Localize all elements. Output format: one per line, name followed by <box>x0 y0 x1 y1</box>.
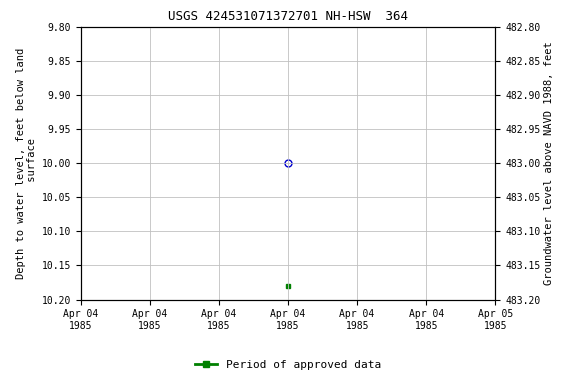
Y-axis label: Depth to water level, feet below land
 surface: Depth to water level, feet below land su… <box>16 48 37 279</box>
Title: USGS 424531071372701 NH-HSW  364: USGS 424531071372701 NH-HSW 364 <box>168 10 408 23</box>
Y-axis label: Groundwater level above NAVD 1988, feet: Groundwater level above NAVD 1988, feet <box>544 41 555 285</box>
Legend: Period of approved data: Period of approved data <box>191 356 385 375</box>
